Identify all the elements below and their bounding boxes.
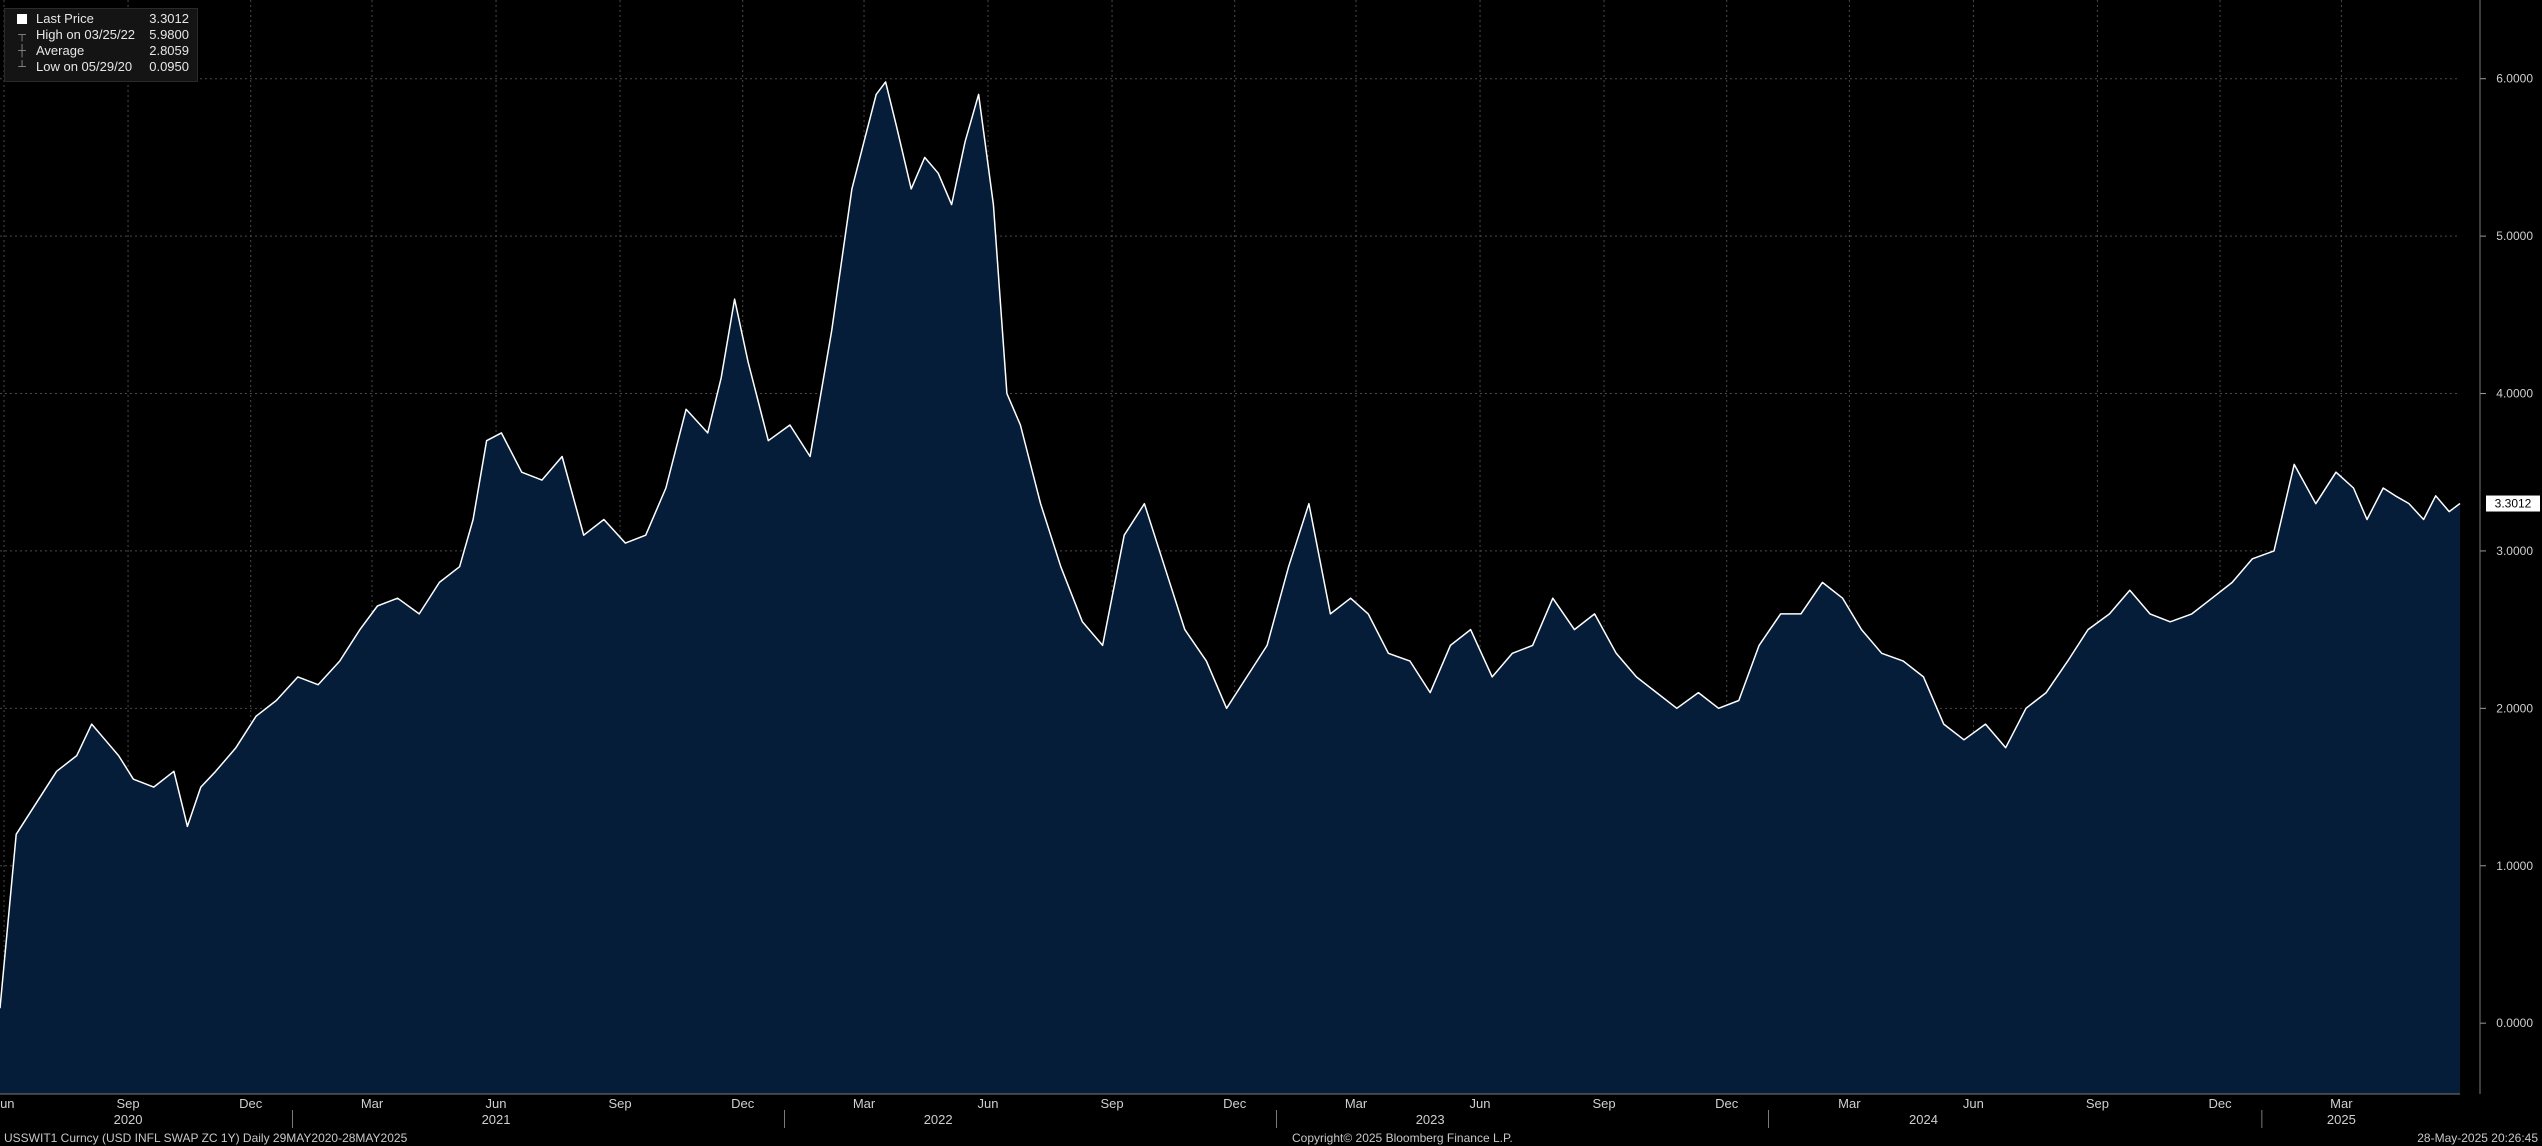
high-marker-icon: ┬ — [18, 29, 26, 41]
x-tick-label: Dec — [731, 1096, 755, 1111]
low-marker-icon: ┴ — [18, 61, 26, 73]
x-tick-label: Jun — [486, 1096, 507, 1111]
x-year-label: 2024 — [1909, 1112, 1938, 1127]
last-price-label: 3.3012 — [2495, 497, 2532, 511]
x-tick-label: Mar — [2330, 1096, 2353, 1111]
copyright-text: Copyright© 2025 Bloomberg Finance L.P. — [1292, 1131, 1513, 1145]
ticker-caption: USSWIT1 Curncy (USD INFL SWAP ZC 1Y) Dai… — [4, 1131, 408, 1145]
x-tick-label: Jun — [978, 1096, 999, 1111]
x-year-label: 2022 — [924, 1112, 953, 1127]
y-axis: 6.0000 5.0000 4.0000 3.0000 2.0000 1.0000 0.00… — [2479, 0, 2533, 1094]
x-axis: Jun Sep Dec Mar Jun Sep Dec Mar Jun Sep Dec Mar Jun S… — [0, 1093, 2460, 1128]
x-year-label: 2021 — [482, 1112, 511, 1127]
x-tick-label: Sep — [2086, 1096, 2109, 1111]
last-price-marker: 3.3012 — [2486, 495, 2540, 512]
legend-item-average: ┼ Average 2.8059 — [18, 43, 189, 58]
legend-item-last-price: Last Price 3.3012 — [5, 11, 197, 27]
legend-item-high: ┬ High on 03/25/22 5.9800 — [18, 27, 189, 42]
x-tick-label: Mar — [1838, 1096, 1861, 1111]
price-line — [0, 81, 2461, 1009]
legend: Last Price 3.3012 ┬ High on 03/25/22 5.9… — [4, 8, 198, 82]
x-year-label: 2023 — [1416, 1112, 1445, 1127]
square-marker-icon — [17, 14, 27, 24]
y-tick-label: 0.0000 — [2496, 1016, 2533, 1030]
x-tick-label: Mar — [361, 1096, 384, 1111]
x-tick-label: Dec — [2209, 1096, 2233, 1111]
x-year-label: 2020 — [114, 1112, 143, 1127]
last-price-badge — [2486, 495, 2540, 512]
y-tick-label: 1.0000 — [2496, 859, 2533, 873]
x-tick-label: Jun — [1963, 1096, 1984, 1111]
x-tick-label: Jun — [1470, 1096, 1491, 1111]
x-tick-label: Jun — [0, 1096, 15, 1111]
timestamp-text: 28-May-2025 20:26:45 — [2417, 1131, 2538, 1145]
y-tick-label: 4.0000 — [2496, 387, 2533, 401]
x-year-label: 2025 — [2327, 1112, 2356, 1127]
x-tick-label: Sep — [116, 1096, 139, 1111]
x-tick-label: Dec — [1715, 1096, 1739, 1111]
price-area — [0, 81, 2460, 1094]
x-tick-label: Dec — [239, 1096, 263, 1111]
y-tick-label: 3.0000 — [2496, 544, 2533, 558]
x-tick-label: Mar — [1345, 1096, 1368, 1111]
legend-item-low: ┴ Low on 05/29/20 0.0950 — [18, 59, 189, 74]
x-tick-label: Mar — [853, 1096, 876, 1111]
y-tick-label: 2.0000 — [2496, 701, 2533, 715]
x-tick-label: Sep — [1592, 1096, 1615, 1111]
x-tick-label: Dec — [1223, 1096, 1247, 1111]
average-marker-icon: ┼ — [18, 45, 26, 57]
y-tick-label: 6.0000 — [2496, 72, 2533, 86]
x-tick-label: Sep — [608, 1096, 631, 1111]
y-tick-label: 5.0000 — [2496, 229, 2533, 243]
x-tick-label: Sep — [1100, 1096, 1123, 1111]
